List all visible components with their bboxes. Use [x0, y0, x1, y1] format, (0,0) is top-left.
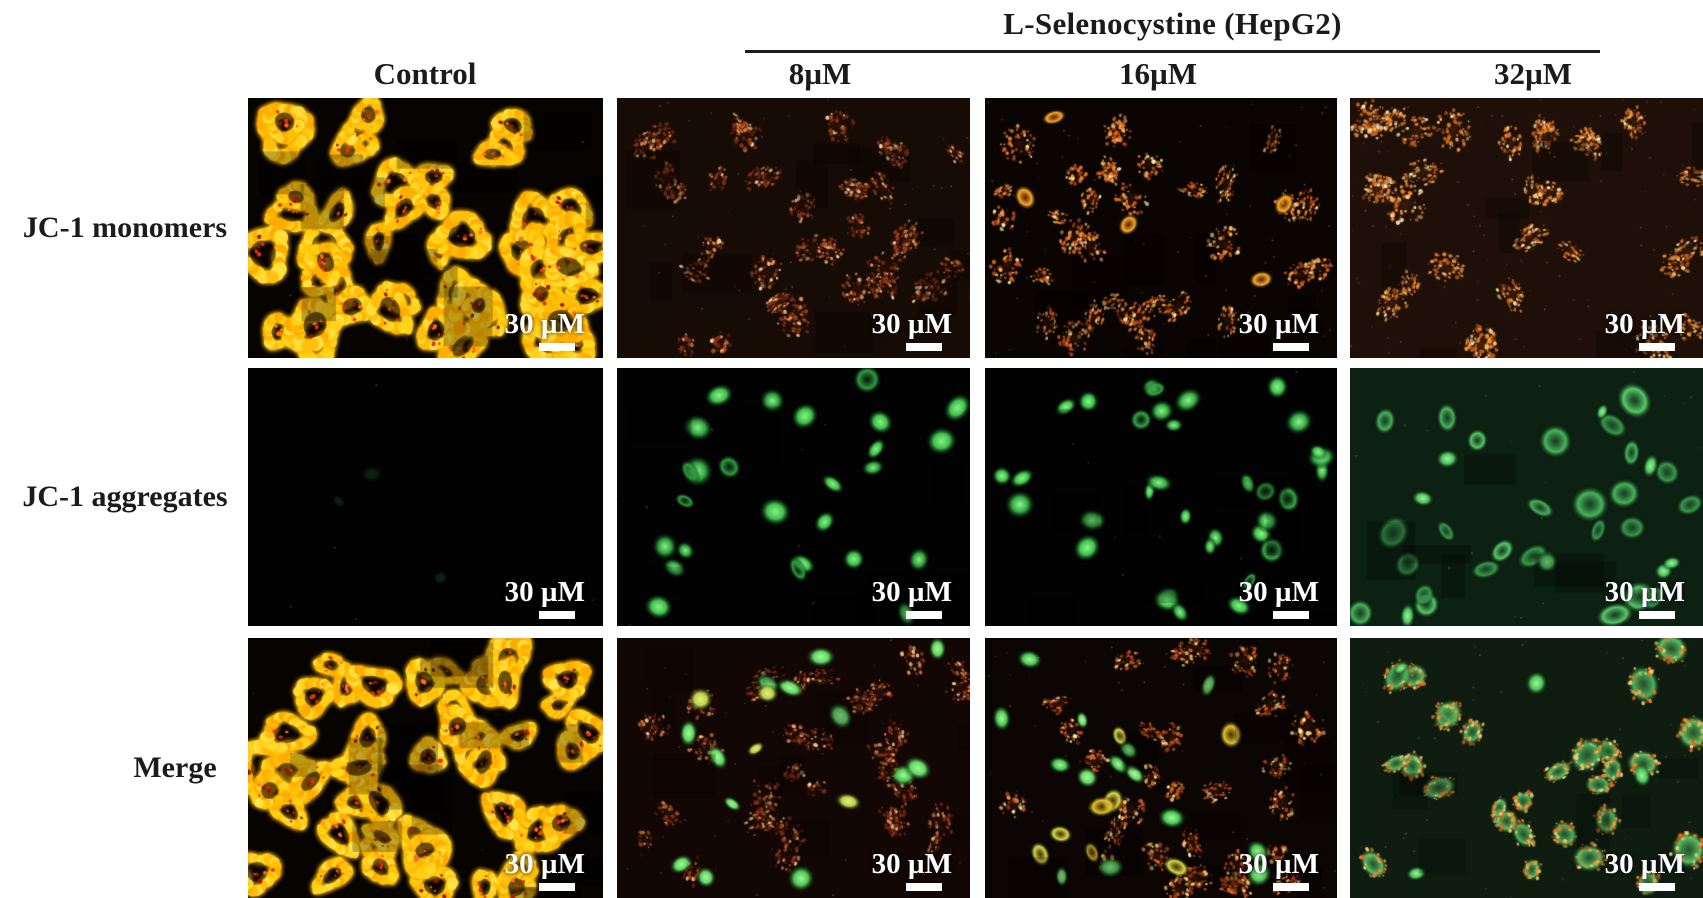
column-label-16um: 16µM — [1118, 56, 1198, 91]
scale-bar-line — [1639, 611, 1675, 619]
micrograph-panel-merge-32: 30 µM — [1350, 638, 1703, 898]
micrograph-panel-monomers-control: 30 µM — [248, 98, 603, 358]
micrograph-panel-aggregates-8: 30 µM — [617, 368, 970, 626]
micrograph-image — [248, 368, 603, 626]
micrograph-image — [617, 368, 970, 626]
scale-bar-line — [906, 343, 942, 351]
micrograph-image — [1350, 638, 1703, 898]
scale-bar: 30 µM — [872, 578, 952, 621]
row-label-jc1-monomers: JC-1 monomers — [22, 211, 228, 244]
scale-bar: 30 µM — [872, 850, 952, 893]
micrograph-panel-merge-8: 30 µM — [617, 638, 970, 898]
scale-bar: 30 µM — [1605, 850, 1685, 893]
scale-bar-label: 30 µM — [504, 308, 585, 340]
micrograph-image — [617, 638, 970, 898]
scale-bar-label: 30 µM — [1604, 848, 1685, 880]
scale-bar-label: 30 µM — [871, 576, 952, 608]
scale-bar-label: 30 µM — [871, 308, 952, 340]
scale-bar: 30 µM — [1239, 310, 1319, 353]
micrograph-panel-aggregates-16: 30 µM — [985, 368, 1337, 626]
scale-bar: 30 µM — [1239, 578, 1319, 621]
micrograph-panel-aggregates-control: 30 µM — [248, 368, 603, 626]
scale-bar-line — [1639, 343, 1675, 351]
scale-bar: 30 µM — [1605, 310, 1685, 353]
treatment-group-underline — [745, 50, 1600, 53]
column-label-32um: 32µM — [1493, 56, 1573, 91]
micrograph-image — [617, 98, 970, 358]
micrograph-image — [985, 98, 1337, 358]
scale-bar: 30 µM — [505, 850, 585, 893]
micrograph-image — [248, 638, 603, 898]
micrograph-panel-merge-control: 30 µM — [248, 638, 603, 898]
scale-bar: 30 µM — [1605, 578, 1685, 621]
micrograph-panel-monomers-8: 30 µM — [617, 98, 970, 358]
scale-bar-label: 30 µM — [871, 848, 952, 880]
scale-bar: 30 µM — [505, 578, 585, 621]
micrograph-panel-monomers-32: 30 µM — [1350, 98, 1703, 358]
scale-bar: 30 µM — [505, 310, 585, 353]
micrograph-image — [248, 98, 603, 358]
scale-bar-label: 30 µM — [504, 576, 585, 608]
scale-bar-label: 30 µM — [1604, 308, 1685, 340]
column-label-control: Control — [373, 56, 477, 91]
scale-bar-line — [906, 611, 942, 619]
micrograph-panel-monomers-16: 30 µM — [985, 98, 1337, 358]
scale-bar-line — [539, 611, 575, 619]
treatment-group-title: L-Selenocystine (HepG2) — [1003, 6, 1342, 41]
micrograph-image — [1350, 98, 1703, 358]
row-label-jc1-aggregates: JC-1 aggregates — [22, 480, 228, 513]
scale-bar: 30 µM — [872, 310, 952, 353]
column-label-8um: 8µM — [788, 56, 852, 91]
scale-bar-label: 30 µM — [1238, 848, 1319, 880]
scale-bar-label: 30 µM — [1238, 576, 1319, 608]
scale-bar-line — [539, 883, 575, 891]
micrograph-panel-merge-16: 30 µM — [985, 638, 1337, 898]
micrograph-image — [985, 638, 1337, 898]
scale-bar-line — [1273, 343, 1309, 351]
scale-bar-label: 30 µM — [1604, 576, 1685, 608]
scale-bar-line — [906, 883, 942, 891]
scale-bar-line — [539, 343, 575, 351]
row-label-merge: Merge — [133, 751, 217, 784]
micrograph-panel-aggregates-32: 30 µM — [1350, 368, 1703, 626]
micrograph-image — [1350, 368, 1703, 626]
scale-bar-line — [1273, 611, 1309, 619]
scale-bar: 30 µM — [1239, 850, 1319, 893]
scale-bar-line — [1273, 883, 1309, 891]
scale-bar-label: 30 µM — [1238, 308, 1319, 340]
micrograph-image — [985, 368, 1337, 626]
scale-bar-label: 30 µM — [504, 848, 585, 880]
scale-bar-line — [1639, 883, 1675, 891]
